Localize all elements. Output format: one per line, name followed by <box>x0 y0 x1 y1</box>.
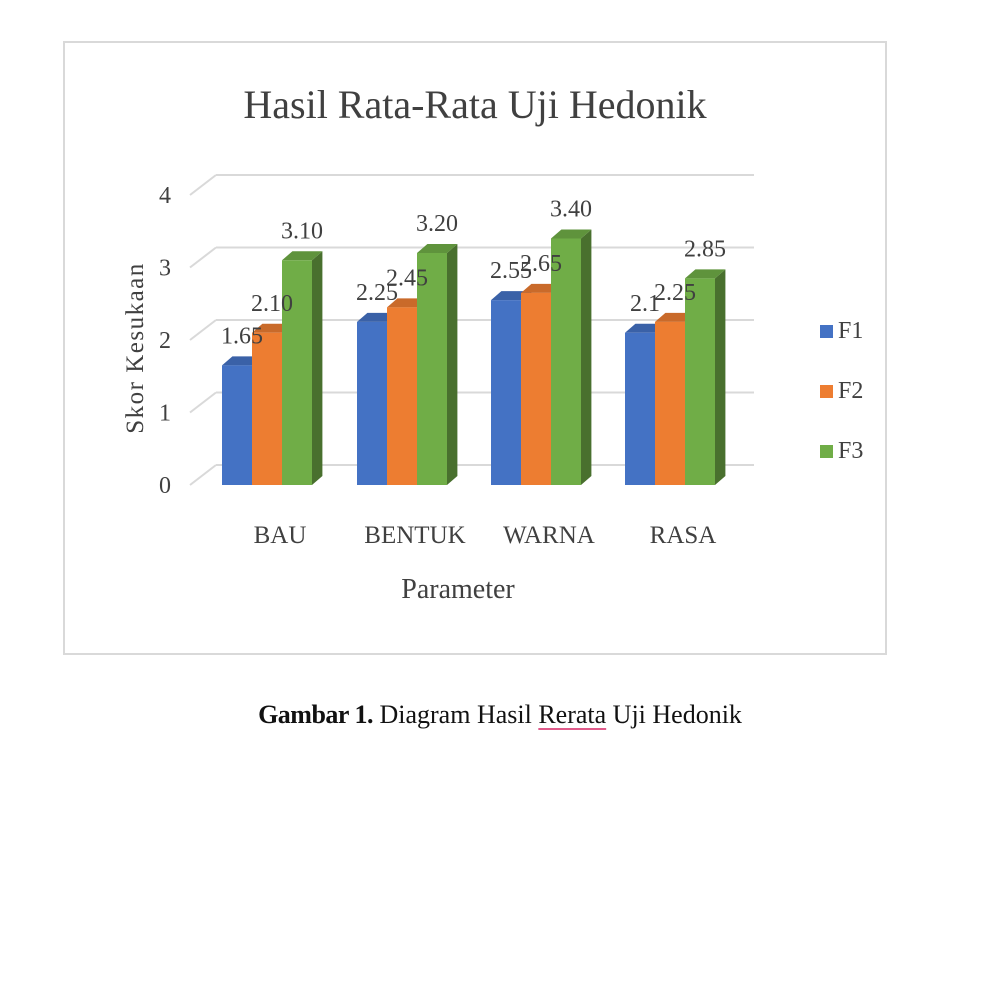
y-tick-label: 0 <box>159 473 171 499</box>
caption-text-before: Diagram Hasil <box>372 700 539 729</box>
bar-front <box>521 292 551 485</box>
data-label: 2.65 <box>520 251 562 277</box>
bar-front <box>551 238 581 485</box>
y-tick-label: 3 <box>159 256 171 282</box>
x-tick-label: RASA <box>650 522 717 549</box>
y-tick-label: 4 <box>159 183 171 209</box>
data-label: 1.65 <box>221 323 263 349</box>
y-tick-label: 2 <box>159 328 171 354</box>
bar-top <box>282 251 323 261</box>
legend-label: F3 <box>838 438 863 464</box>
legend-swatch <box>820 445 833 458</box>
y-tick-label: 1 <box>159 401 171 427</box>
bar-top <box>551 229 592 239</box>
caption-underlined-word: Rerata <box>538 700 607 729</box>
bar-f3-warna <box>551 229 592 485</box>
bar-side <box>447 244 458 485</box>
caption-text-after: Uji Hedonik <box>606 700 742 729</box>
data-label: 2.25 <box>356 280 398 306</box>
bars <box>222 229 726 485</box>
x-axis-label: Parameter <box>401 574 515 605</box>
data-label: 3.10 <box>281 218 323 244</box>
data-labels: 1.652.103.102.252.453.202.552.653.402.12… <box>221 197 726 350</box>
bar-side <box>715 269 726 485</box>
bar-f3-bau <box>282 251 323 485</box>
figure-caption: Gambar 1. Diagram Hasil Rerata Uji Hedon… <box>0 700 1000 730</box>
gridline-floor <box>189 391 217 414</box>
bar-front <box>625 332 655 485</box>
legend: F1 F2 F3 <box>820 318 863 464</box>
x-tick-label: BENTUK <box>364 522 465 549</box>
data-label: 3.20 <box>416 211 458 237</box>
bar-f3-bentuk <box>417 244 458 485</box>
bar-front <box>491 300 521 485</box>
bar-front <box>685 278 715 485</box>
legend-swatch <box>820 385 833 398</box>
chart-title: Hasil Rata-Rata Uji Hedonik <box>243 82 706 127</box>
bar-front <box>282 260 312 485</box>
caption-prefix: Gambar 1. <box>258 700 373 729</box>
gridline-floor <box>189 174 217 196</box>
bar-front <box>252 332 282 485</box>
y-axis-label: Skor Kesukaan <box>122 262 149 434</box>
data-label: 2.85 <box>684 236 726 262</box>
data-label: 2.25 <box>654 280 696 306</box>
gridline-floor <box>189 319 217 341</box>
data-label: 2.10 <box>251 291 293 317</box>
bar-top <box>417 244 458 253</box>
bar-front <box>417 253 447 485</box>
bar-top <box>685 269 726 279</box>
bar-f3-rasa <box>685 269 726 485</box>
x-axis-ticks: BAU BENTUK WARNA RASA <box>254 522 717 549</box>
bar-front <box>357 321 387 485</box>
bar-side <box>312 251 323 485</box>
data-label: 2.1 <box>630 291 660 317</box>
chart-frame <box>63 41 887 655</box>
bar-front <box>222 365 252 485</box>
x-tick-label: BAU <box>254 522 307 549</box>
bar-side <box>581 229 592 485</box>
legend-label: F1 <box>838 318 863 344</box>
legend-label: F2 <box>838 378 863 404</box>
legend-swatch <box>820 325 833 338</box>
gridline-floor <box>189 464 217 486</box>
data-label: 3.40 <box>550 197 592 223</box>
gridline-floor <box>189 246 217 269</box>
data-label: 2.55 <box>490 258 532 284</box>
bar-front <box>387 307 417 485</box>
x-tick-label: WARNA <box>503 522 595 549</box>
data-label: 2.45 <box>386 265 428 291</box>
bar-front <box>655 321 685 485</box>
y-axis-ticks: 0 1 2 3 4 <box>159 183 171 499</box>
